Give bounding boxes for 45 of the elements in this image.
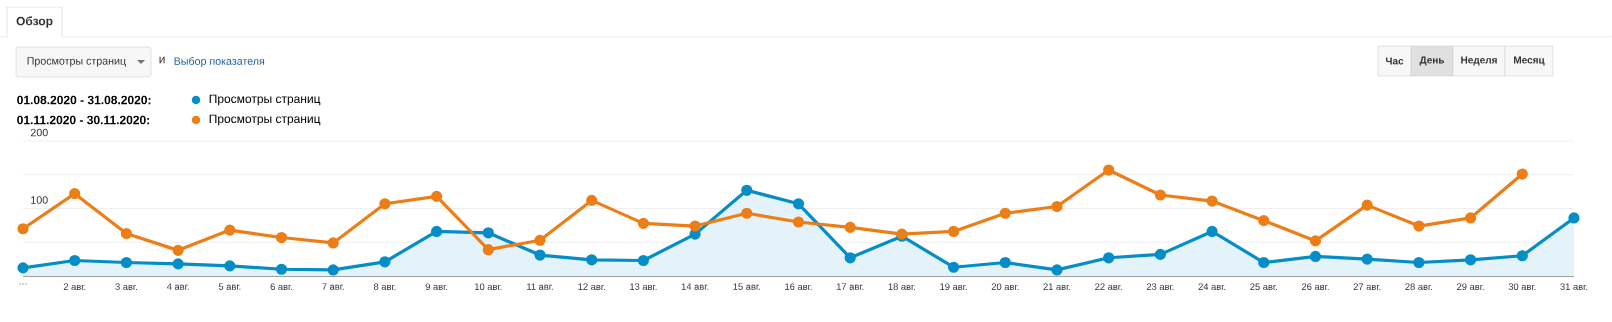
text: День: [1419, 56, 1445, 66]
x-tick-label: 13 авг.: [630, 283, 657, 290]
x-tick-label: 22 авг.: [1095, 283, 1122, 290]
x-tick-label: 12 авг.: [578, 283, 605, 290]
x-tick-label: 4 авг.: [166, 283, 189, 290]
text: Просмотры страниц: [27, 57, 126, 67]
text: Выбор показателя: [174, 56, 265, 68]
x-tick-label: …: [19, 283, 27, 285]
x-tick-label: 9 авг.: [425, 283, 448, 290]
x-tick-label: 15 авг.: [733, 283, 760, 290]
x-tick-label: 30 авг.: [1508, 283, 1536, 290]
x-tick-label: 8 авг.: [373, 283, 396, 290]
x-tick-label: 25 авг.: [1250, 283, 1277, 290]
x-tick-label: 6 авг.: [270, 283, 293, 290]
x-tick-label: 24 авг.: [1198, 283, 1226, 290]
x-tick-label: 29 авг.: [1457, 283, 1484, 290]
text: Обзор: [16, 16, 53, 28]
legend-label: Просмотры страниц: [209, 114, 321, 126]
text: и: [159, 56, 165, 64]
x-tick-label: 7 авг.: [322, 283, 344, 290]
x-tick-label: 20 авг.: [991, 283, 1019, 290]
x-tick-label: 10 авг.: [475, 283, 502, 290]
x-tick-label: 28 авг.: [1405, 283, 1433, 290]
x-tick-label: 3 авг.: [115, 283, 137, 290]
text: Месяц: [1514, 56, 1545, 66]
x-tick-label: 26 авг.: [1301, 283, 1329, 290]
x-tick-label: 27 авг.: [1353, 283, 1381, 290]
x-tick-label: 31 авг.: [1560, 283, 1588, 290]
x-tick-label: 19 авг.: [940, 283, 967, 290]
y-tick-label: 200: [30, 128, 48, 137]
x-tick-label: 2 авг.: [63, 283, 86, 290]
x-tick-label: 18 авг.: [888, 283, 916, 290]
x-tick-label: 16 авг.: [785, 283, 812, 290]
y-tick-label: 100: [31, 196, 48, 204]
x-tick-label: 23 авг.: [1146, 283, 1174, 290]
text: 01.08.2020 - 31.08.2020:: [17, 95, 151, 105]
text: 01.11.2020 - 30.11.2020:: [17, 115, 150, 125]
x-tick-label: 17 авг.: [836, 283, 864, 290]
text: Час: [1385, 57, 1404, 65]
legend-label: Просмотры страниц: [209, 94, 321, 106]
x-tick-label: 11 авг.: [527, 283, 553, 290]
x-tick-label: 21 авг.: [1043, 283, 1071, 290]
x-tick-label: 5 авг.: [218, 283, 241, 290]
text: Неделя: [1461, 56, 1497, 66]
x-tick-label: 14 авг.: [681, 283, 709, 290]
